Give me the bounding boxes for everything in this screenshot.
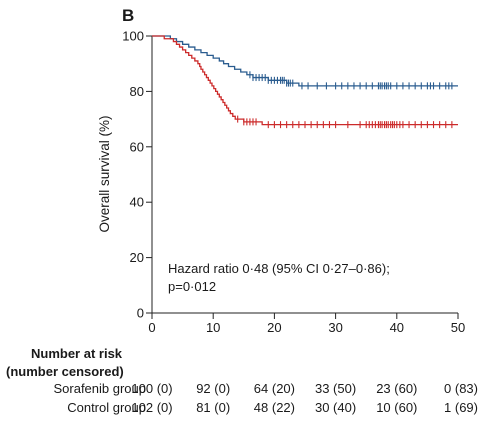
risk-cell: 10 (60) [376, 400, 417, 415]
risk-row-label: Control group [67, 400, 146, 415]
risk-cell: 1 (69) [444, 400, 478, 415]
risk-cell: 30 (40) [315, 400, 356, 415]
y-tick-label: 60 [130, 139, 144, 154]
x-tick-label: 40 [390, 320, 404, 335]
x-tick-label: 0 [148, 320, 155, 335]
risk-table-title: Number at risk [31, 346, 123, 361]
risk-cell: 33 (50) [315, 381, 356, 396]
risk-cell: 48 (22) [254, 400, 295, 415]
risk-cell: 92 (0) [196, 381, 230, 396]
hazard-ratio-annotation: Hazard ratio 0·48 (95% CI 0·27–0·86); [168, 261, 390, 276]
panel-label: B [122, 6, 134, 25]
x-axis: 0 10 20 30 40 50 [148, 312, 465, 335]
risk-row-label: Sorafenib group [53, 381, 146, 396]
risk-table-subtitle: (number censored) [6, 364, 124, 379]
y-tick-label: 100 [122, 29, 144, 44]
y-tick-label: 20 [130, 250, 144, 265]
y-axis-label: Overall survival (%) [97, 115, 112, 232]
survival-curves [152, 35, 458, 129]
x-tick-label: 30 [328, 320, 342, 335]
x-tick-label: 10 [206, 320, 220, 335]
risk-cell: 100 (0) [131, 381, 172, 396]
risk-cell: 81 (0) [196, 400, 230, 415]
risk-cell: 64 (20) [254, 381, 295, 396]
y-axis: 0 20 40 60 80 100 [122, 29, 153, 321]
risk-cell: 0 (83) [444, 381, 478, 396]
risk-cell: 102 (0) [131, 400, 172, 415]
y-tick-label: 40 [130, 195, 144, 210]
risk-cell: 23 (60) [376, 381, 417, 396]
x-tick-label: 50 [451, 320, 465, 335]
control-curve [152, 35, 458, 126]
y-tick-label: 0 [137, 306, 144, 321]
y-tick-label: 80 [130, 84, 144, 99]
x-tick-label: 20 [267, 320, 281, 335]
p-value-annotation: p=0·012 [168, 279, 216, 294]
